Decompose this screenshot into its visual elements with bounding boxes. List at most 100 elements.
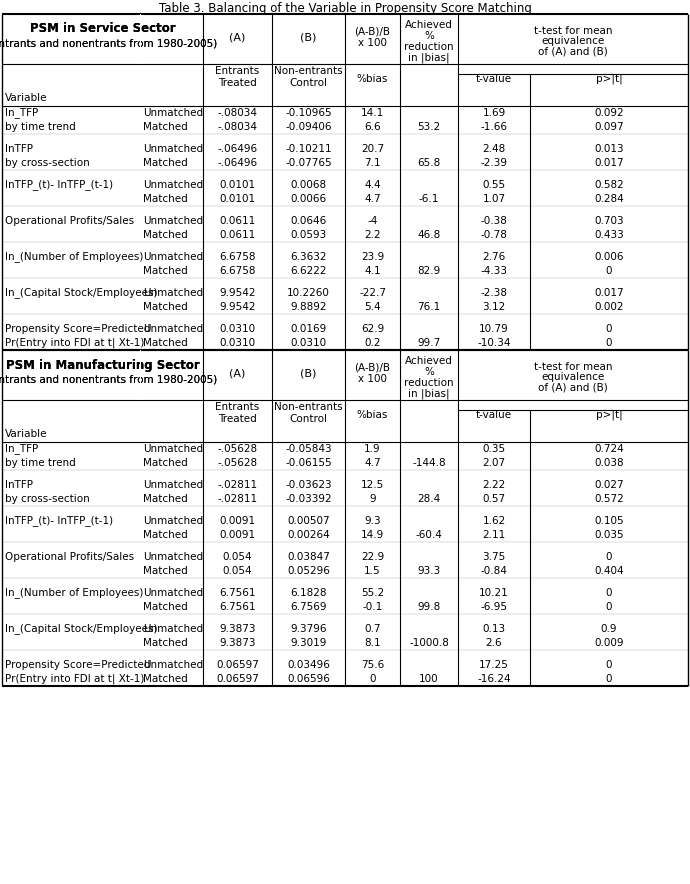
Text: 6.6222: 6.6222 [290, 266, 327, 276]
Text: 9.9542: 9.9542 [219, 288, 256, 298]
Text: -.05628: -.05628 [217, 444, 257, 454]
Text: ln_TFP: ln_TFP [5, 444, 38, 454]
Text: 0.582: 0.582 [594, 180, 624, 190]
Text: x 100: x 100 [358, 374, 387, 384]
Text: 3.12: 3.12 [482, 302, 506, 312]
Text: 0.0611: 0.0611 [219, 216, 255, 226]
Text: Treated: Treated [218, 78, 257, 88]
Text: Matched: Matched [143, 266, 188, 276]
Text: -.02811: -.02811 [217, 494, 257, 504]
Text: 55.2: 55.2 [361, 588, 384, 598]
Text: Matched: Matched [143, 122, 188, 132]
Text: 0.572: 0.572 [594, 494, 624, 504]
Text: -.05628: -.05628 [217, 458, 257, 468]
Text: 9.9542: 9.9542 [219, 302, 256, 312]
Text: 28.4: 28.4 [417, 494, 441, 504]
Text: Pr(Entry into FDI at t| Xt-1): Pr(Entry into FDI at t| Xt-1) [5, 674, 144, 684]
Text: PSM in Manufacturing Sector: PSM in Manufacturing Sector [6, 359, 199, 371]
Text: 0: 0 [606, 552, 612, 562]
Text: -6.95: -6.95 [480, 602, 508, 612]
Text: Control: Control [290, 78, 328, 88]
Text: Treated: Treated [218, 414, 257, 424]
Text: 0.00264: 0.00264 [287, 530, 330, 540]
Text: 2.6: 2.6 [486, 638, 502, 648]
Text: Unmatched: Unmatched [143, 516, 203, 526]
Text: 0.009: 0.009 [594, 638, 624, 648]
Text: Unmatched: Unmatched [143, 480, 203, 490]
Text: reduction: reduction [404, 42, 454, 52]
Text: 20.7: 20.7 [361, 144, 384, 154]
Text: -0.03392: -0.03392 [285, 494, 332, 504]
Text: x 100: x 100 [358, 38, 387, 48]
Text: 22.9: 22.9 [361, 552, 384, 562]
Text: Matched: Matched [143, 158, 188, 168]
Text: 5.4: 5.4 [364, 302, 381, 312]
Text: 0.0091: 0.0091 [219, 530, 255, 540]
Text: Matched: Matched [143, 530, 188, 540]
Text: 0.006: 0.006 [594, 252, 624, 262]
Text: 2.2: 2.2 [364, 230, 381, 240]
Text: 0.13: 0.13 [482, 624, 506, 634]
Text: Unmatched: Unmatched [143, 324, 203, 334]
Text: 0.105: 0.105 [594, 516, 624, 526]
Text: equivalence: equivalence [542, 36, 604, 46]
Text: -2.38: -2.38 [480, 288, 508, 298]
Text: 65.8: 65.8 [417, 158, 441, 168]
Text: 0: 0 [369, 674, 376, 684]
Text: Unmatched: Unmatched [143, 144, 203, 154]
Text: 4.4: 4.4 [364, 180, 381, 190]
Text: Unmatched: Unmatched [143, 288, 203, 298]
Text: (entrants and nonentrants from 1980-2005): (entrants and nonentrants from 1980-2005… [0, 39, 217, 49]
Text: (A-B)/B: (A-B)/B [355, 26, 391, 36]
Text: 82.9: 82.9 [417, 266, 441, 276]
Text: p>|t|: p>|t| [595, 410, 622, 420]
Text: -.02811: -.02811 [217, 480, 257, 490]
Text: Table 3. Balancing of the Variable in Propensity Score Matching: Table 3. Balancing of the Variable in Pr… [159, 2, 531, 15]
Text: 10.21: 10.21 [479, 588, 509, 598]
Text: Matched: Matched [143, 458, 188, 468]
Text: 0.097: 0.097 [594, 122, 624, 132]
Text: 0: 0 [606, 266, 612, 276]
Text: 0.092: 0.092 [594, 108, 624, 118]
Text: 0.0101: 0.0101 [219, 180, 255, 190]
Text: -.08034: -.08034 [217, 108, 257, 118]
Bar [139, 350, 141, 400]
Text: by time trend: by time trend [5, 458, 76, 468]
Text: t-value: t-value [476, 410, 512, 420]
Text: 0.0101: 0.0101 [219, 194, 255, 204]
Text: -0.06155: -0.06155 [285, 458, 332, 468]
Text: 0.002: 0.002 [594, 302, 624, 312]
Text: Matched: Matched [143, 602, 188, 612]
Text: %bias: %bias [357, 74, 388, 84]
Text: reduction: reduction [404, 378, 454, 388]
Text: -4.33: -4.33 [480, 266, 508, 276]
Text: 9.3019: 9.3019 [290, 638, 326, 648]
Text: 0.038: 0.038 [594, 458, 624, 468]
Text: 0.0066: 0.0066 [290, 194, 326, 204]
Text: 46.8: 46.8 [417, 230, 441, 240]
Text: -0.38: -0.38 [480, 216, 507, 226]
Text: 99.8: 99.8 [417, 602, 441, 612]
Text: 2.11: 2.11 [482, 530, 506, 540]
Text: 0.06597: 0.06597 [216, 674, 259, 684]
Text: -0.78: -0.78 [480, 230, 507, 240]
Text: 53.2: 53.2 [417, 122, 441, 132]
Text: by cross-section: by cross-section [5, 158, 90, 168]
Text: 2.76: 2.76 [482, 252, 506, 262]
Text: Matched: Matched [143, 674, 188, 684]
Text: Unmatched: Unmatched [143, 444, 203, 454]
Text: 0.724: 0.724 [594, 444, 624, 454]
Text: 0.2: 0.2 [364, 338, 381, 348]
Text: 6.7561: 6.7561 [219, 602, 256, 612]
Text: 75.6: 75.6 [361, 660, 384, 670]
Text: 0.06597: 0.06597 [216, 660, 259, 670]
Text: Matched: Matched [143, 566, 188, 576]
Text: 0.55: 0.55 [482, 180, 506, 190]
Text: 0.00507: 0.00507 [287, 516, 330, 526]
Text: Unmatched: Unmatched [143, 252, 203, 262]
Text: 6.6758: 6.6758 [219, 266, 256, 276]
Text: 0: 0 [606, 674, 612, 684]
Text: Unmatched: Unmatched [143, 660, 203, 670]
Text: 4.7: 4.7 [364, 458, 381, 468]
Text: of (A) and (B): of (A) and (B) [538, 382, 608, 392]
